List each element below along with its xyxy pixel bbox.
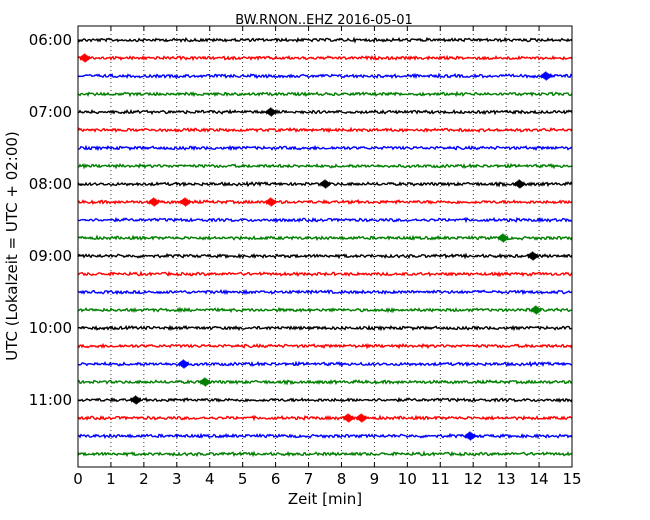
trace (77, 324, 573, 332)
trace (77, 162, 573, 170)
event-burst (540, 71, 552, 81)
x-tick-label: 8 (337, 470, 347, 488)
trace-line (77, 36, 573, 44)
chart-title: BW.RNON..EHZ 2016-05-01 (235, 13, 413, 28)
trace-line (77, 90, 573, 98)
trace-line (77, 54, 573, 62)
x-tick-label: 15 (562, 470, 581, 488)
grid-lines (110, 26, 540, 467)
trace (77, 305, 573, 315)
trace-line (77, 216, 573, 224)
trace (77, 179, 573, 189)
trace-line (77, 450, 573, 458)
x-tick-label: 0 (73, 470, 83, 488)
trace-line (77, 270, 573, 278)
event-burst (178, 359, 190, 369)
event-burst (319, 179, 331, 189)
event-burst (199, 377, 211, 387)
plot-frame (77, 25, 573, 468)
x-tick-label: 6 (271, 470, 281, 488)
x-tick-label: 10 (398, 470, 417, 488)
x-tick-label: 12 (464, 470, 483, 488)
trace-line (77, 432, 573, 440)
trace (77, 90, 573, 98)
trace (77, 431, 573, 441)
x-axis-label: Zeit [min] (288, 490, 362, 508)
event-burst (513, 179, 526, 189)
event-burst (497, 233, 509, 243)
trace (77, 144, 573, 152)
y-tick-label: 08:00 (29, 175, 72, 193)
x-tick-label: 2 (139, 470, 149, 488)
trace-line (77, 198, 573, 206)
trace-line (77, 342, 573, 350)
x-tick-label: 7 (304, 470, 314, 488)
trace-line (77, 252, 573, 260)
trace (77, 377, 573, 387)
x-tick-label: 4 (205, 470, 215, 488)
y-tick-label: 07:00 (29, 103, 72, 121)
x-tick-label: 5 (238, 470, 248, 488)
trace (77, 359, 573, 369)
y-tick-label: 10:00 (29, 319, 72, 337)
trace (77, 107, 573, 117)
event-burst (265, 107, 277, 117)
event-burst (342, 413, 355, 423)
trace-line (77, 126, 573, 134)
trace (77, 197, 573, 207)
trace-line (77, 234, 573, 241)
event-burst (79, 53, 91, 63)
y-axis-label: UTC (Lokalzeit = UTC + 02:00) (3, 131, 21, 361)
trace (77, 36, 573, 44)
trace (77, 126, 573, 134)
trace-line (77, 379, 573, 386)
trace (77, 413, 573, 423)
trace-line (77, 72, 573, 80)
trace (77, 233, 573, 243)
event-burst (130, 395, 142, 405)
x-tick-label: 13 (497, 470, 516, 488)
trace-line (77, 144, 573, 152)
trace-line (77, 306, 573, 314)
y-tick-label: 09:00 (29, 247, 72, 265)
trace-line (77, 324, 573, 332)
trace-line (77, 108, 573, 116)
trace (77, 71, 573, 81)
seismic-traces (77, 36, 573, 458)
event-burst (355, 413, 368, 423)
trace-line (77, 360, 573, 368)
y-tick-label: 06:00 (29, 31, 72, 49)
y-tick-label: 11:00 (29, 391, 72, 409)
event-burst (527, 251, 539, 261)
event-burst (464, 431, 476, 441)
x-tick-label: 9 (370, 470, 380, 488)
trace (77, 270, 573, 278)
trace (77, 342, 573, 350)
trace-line (77, 288, 573, 296)
trace (77, 251, 573, 261)
event-burst (265, 197, 277, 207)
x-tick-label: 1 (106, 470, 116, 488)
trace-line (77, 396, 573, 403)
x-axis-ticks: 0 1 2 3 4 5 6 7 8 9 10 11 12 13 14 15 (73, 26, 582, 488)
x-tick-label: 14 (530, 470, 549, 488)
trace (77, 53, 573, 63)
y-axis-ticks: 06:00 07:00 08:00 09:00 10:00 11:00 (29, 31, 83, 409)
trace-line (77, 414, 573, 422)
event-burst (530, 305, 542, 315)
x-tick-label: 3 (172, 470, 182, 488)
trace-line (77, 162, 573, 170)
event-burst (179, 197, 191, 207)
trace (77, 450, 573, 458)
trace (77, 216, 573, 224)
x-tick-label: 11 (431, 470, 450, 488)
trace (77, 395, 573, 405)
trace (77, 288, 573, 296)
event-burst (148, 197, 160, 207)
